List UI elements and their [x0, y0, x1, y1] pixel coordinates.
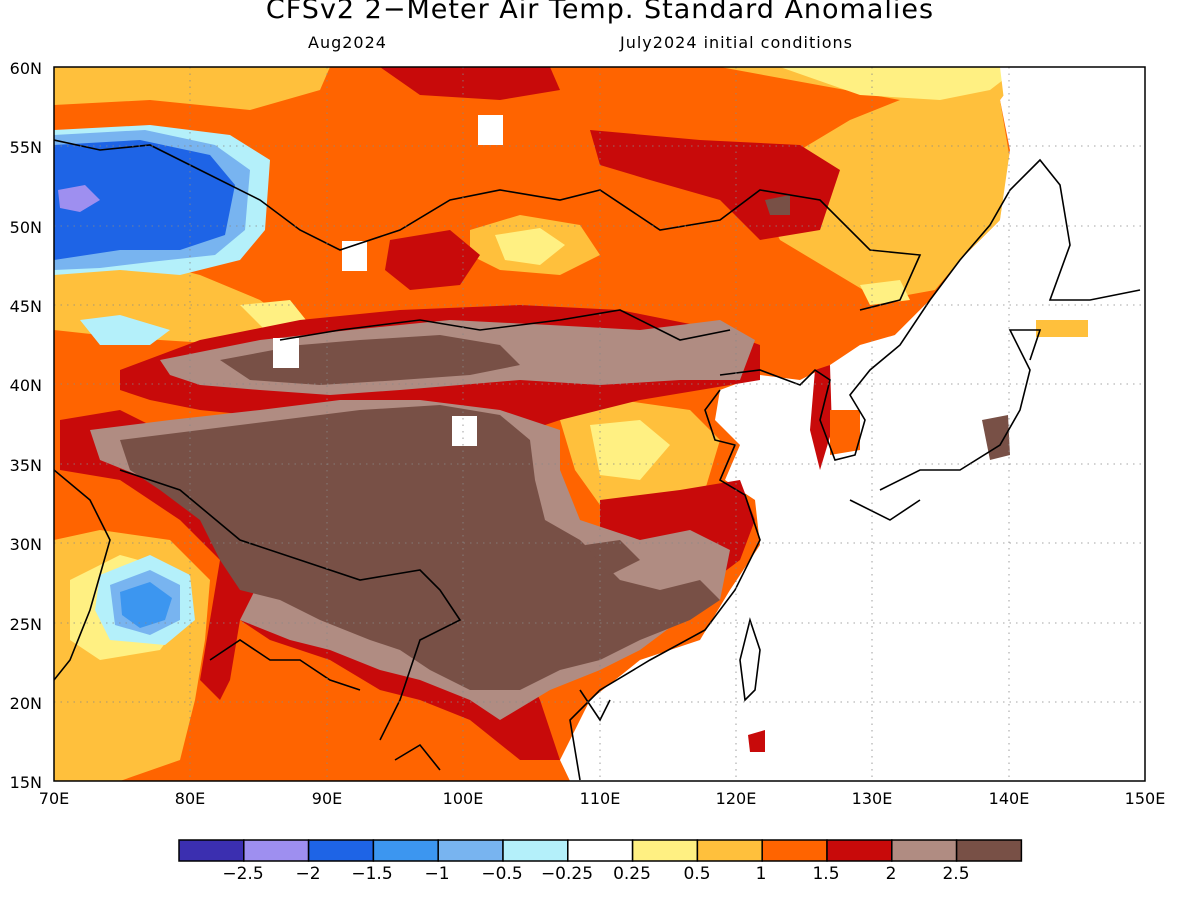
- mask-3: [273, 338, 299, 368]
- yellow-east: [590, 420, 670, 480]
- lon-label-100e: 100E: [442, 789, 484, 808]
- colorbar-box: [631, 839, 699, 862]
- yellow-north: [780, 67, 1020, 100]
- india-blue: [120, 582, 172, 628]
- lat-label-20n: 20N: [9, 694, 42, 713]
- colorbar-box: [178, 839, 245, 862]
- hokkaido-gold: [1036, 320, 1088, 337]
- cool-paleblue-2: [80, 315, 170, 345]
- red-mongolia: [385, 230, 480, 290]
- lon-label-70e: 70E: [38, 789, 70, 808]
- lat-label-25n: 25N: [9, 615, 42, 634]
- red-north: [380, 67, 560, 100]
- plot-frame: [53, 66, 1146, 782]
- lat-label-60n: 60N: [9, 59, 42, 78]
- valid-month: Aug2024: [308, 33, 387, 52]
- lat-label-15n: 15N: [9, 773, 42, 792]
- lon-label-130e: 130E: [851, 789, 893, 808]
- lon-label-80e: 80E: [174, 789, 206, 808]
- lat-label-35n: 35N: [9, 456, 42, 475]
- colorbar-label-m2.5: −2.5: [222, 864, 264, 884]
- yellow-central: [495, 228, 565, 265]
- lon-label-150e: 150E: [1124, 789, 1166, 808]
- gold-ne: [720, 67, 1025, 300]
- brown-korea: [982, 415, 1010, 460]
- coastlines: [54, 139, 1141, 781]
- colorbar-box: [243, 839, 310, 862]
- lat-label-30n: 30N: [9, 535, 42, 554]
- mask-4: [452, 416, 477, 446]
- colorbar-label-m1: −1: [424, 864, 450, 884]
- initial-conditions: July2024 initial conditions: [620, 33, 853, 52]
- colorbar-box: [437, 839, 504, 862]
- lat-label-55n: 55N: [9, 138, 42, 157]
- lon-label-110e: 110E: [579, 789, 621, 808]
- colorbar-label-m0.5: −0.5: [481, 864, 523, 884]
- lat-label-45n: 45N: [9, 297, 42, 316]
- colorbar-box: [307, 839, 375, 862]
- korea-orange: [830, 410, 860, 455]
- taiwan-red: [748, 730, 765, 752]
- colorbar-label-0.5: 0.5: [683, 864, 711, 884]
- colorbar-label-1: 1: [755, 864, 767, 884]
- colorbar-box: [761, 839, 828, 862]
- colorbar-label-m1.5: −1.5: [351, 864, 393, 884]
- colorbar-box: [955, 839, 1023, 862]
- map-title: CFSv2 2−Meter Air Temp. Standard Anomali…: [265, 0, 935, 25]
- lon-label-90e: 90E: [311, 789, 343, 808]
- colorbar-box: [567, 839, 634, 862]
- yellow-ne: [860, 280, 910, 305]
- colorbar-label-2.5: 2.5: [942, 864, 970, 884]
- colorbar-label-2: 2: [885, 864, 897, 884]
- lon-label-120e: 120E: [715, 789, 757, 808]
- colorbar-box: [696, 839, 763, 862]
- lat-label-50n: 50N: [9, 218, 42, 237]
- colorbar-box: [891, 839, 958, 862]
- lat-label-40n: 40N: [9, 376, 42, 395]
- mask-1: [478, 115, 503, 145]
- colorbar-label-1.5: 1.5: [812, 864, 840, 884]
- lon-label-140e: 140E: [988, 789, 1030, 808]
- colorbar-box: [826, 839, 893, 862]
- colorbar-box: [372, 839, 439, 862]
- brown-plateau: [120, 405, 720, 690]
- colorbar-label-m0.25: −0.25: [540, 864, 594, 884]
- colorbar-label-0.25: 0.25: [613, 864, 651, 884]
- cool-lavender: [58, 185, 100, 212]
- japan-mask: [840, 67, 1145, 430]
- colorbar-label-m2: −2: [295, 864, 321, 884]
- brown-siberia: [765, 195, 790, 215]
- colorbar-box: [502, 839, 569, 862]
- brown-east-spot: [585, 540, 640, 575]
- gold-north: [54, 67, 330, 110]
